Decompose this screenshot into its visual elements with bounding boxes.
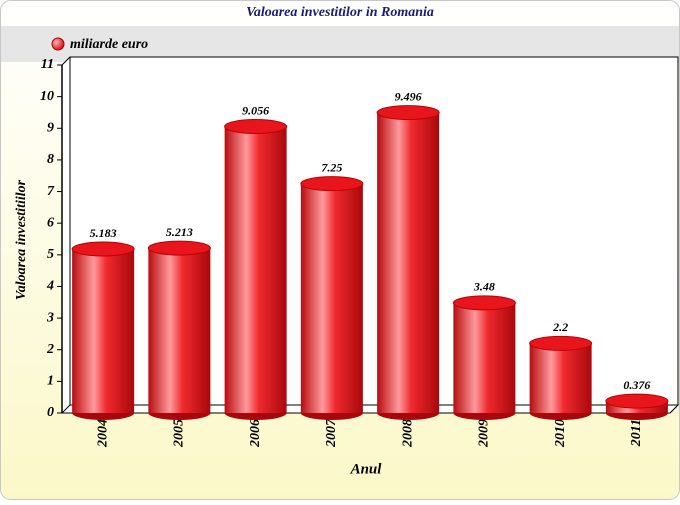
y-tick-label: 10	[40, 89, 54, 104]
y-tick-label: 4	[46, 279, 54, 294]
legend-label: miliarde euro	[70, 37, 148, 52]
y-tick-label: 7	[47, 184, 55, 199]
x-tick-label: 2010	[553, 419, 568, 448]
y-tick-label: 6	[47, 215, 54, 230]
x-tick-label: 2007	[324, 418, 339, 448]
x-tick-label: 2011	[629, 419, 644, 447]
value-label: 0.376	[623, 378, 650, 392]
y-tick-label: 3	[46, 310, 54, 325]
y-tick-label: 0	[47, 405, 54, 420]
bar	[453, 302, 516, 413]
bar-top	[71, 241, 135, 257]
y-tick-label: 2	[46, 342, 54, 357]
y-tick-label: 11	[41, 57, 54, 72]
y-tick-label: 8	[47, 152, 54, 167]
bar	[72, 249, 135, 413]
bar-top	[147, 240, 211, 256]
legend-marker	[51, 37, 65, 51]
x-tick-label: 2005	[172, 419, 187, 448]
bar	[148, 248, 211, 413]
value-label: 9.056	[242, 103, 269, 117]
x-tick-label: 2004	[95, 419, 110, 448]
value-label: 5.183	[90, 226, 117, 240]
y-tick-label: 5	[47, 247, 54, 262]
x-tick-label: 2008	[400, 419, 415, 448]
y-tick-label: 1	[47, 374, 54, 389]
x-tick-label: 2006	[248, 419, 263, 448]
bar-top	[605, 393, 669, 409]
bar-top	[452, 295, 516, 311]
bar-top	[376, 105, 440, 121]
x-tick-label: 2009	[477, 419, 492, 448]
bar-top	[300, 176, 364, 192]
chart-title: Valoarea investitilor in Romania	[246, 5, 434, 20]
x-axis-title: Anul	[350, 461, 383, 477]
legend-band	[1, 26, 679, 62]
value-label: 5.213	[166, 225, 193, 239]
y-axis-title: Valoarea investitiilor	[14, 179, 29, 300]
bar	[529, 343, 592, 413]
value-label: 7.25	[321, 160, 342, 174]
bar	[300, 183, 363, 413]
value-label: 9.496	[395, 89, 422, 103]
bar	[377, 112, 440, 414]
value-label: 3.48	[473, 280, 495, 294]
value-label: 2.2	[552, 320, 568, 334]
bar	[224, 126, 287, 413]
y-tick-label: 9	[47, 120, 54, 135]
bar-top	[529, 335, 593, 351]
bar-top	[224, 119, 288, 135]
